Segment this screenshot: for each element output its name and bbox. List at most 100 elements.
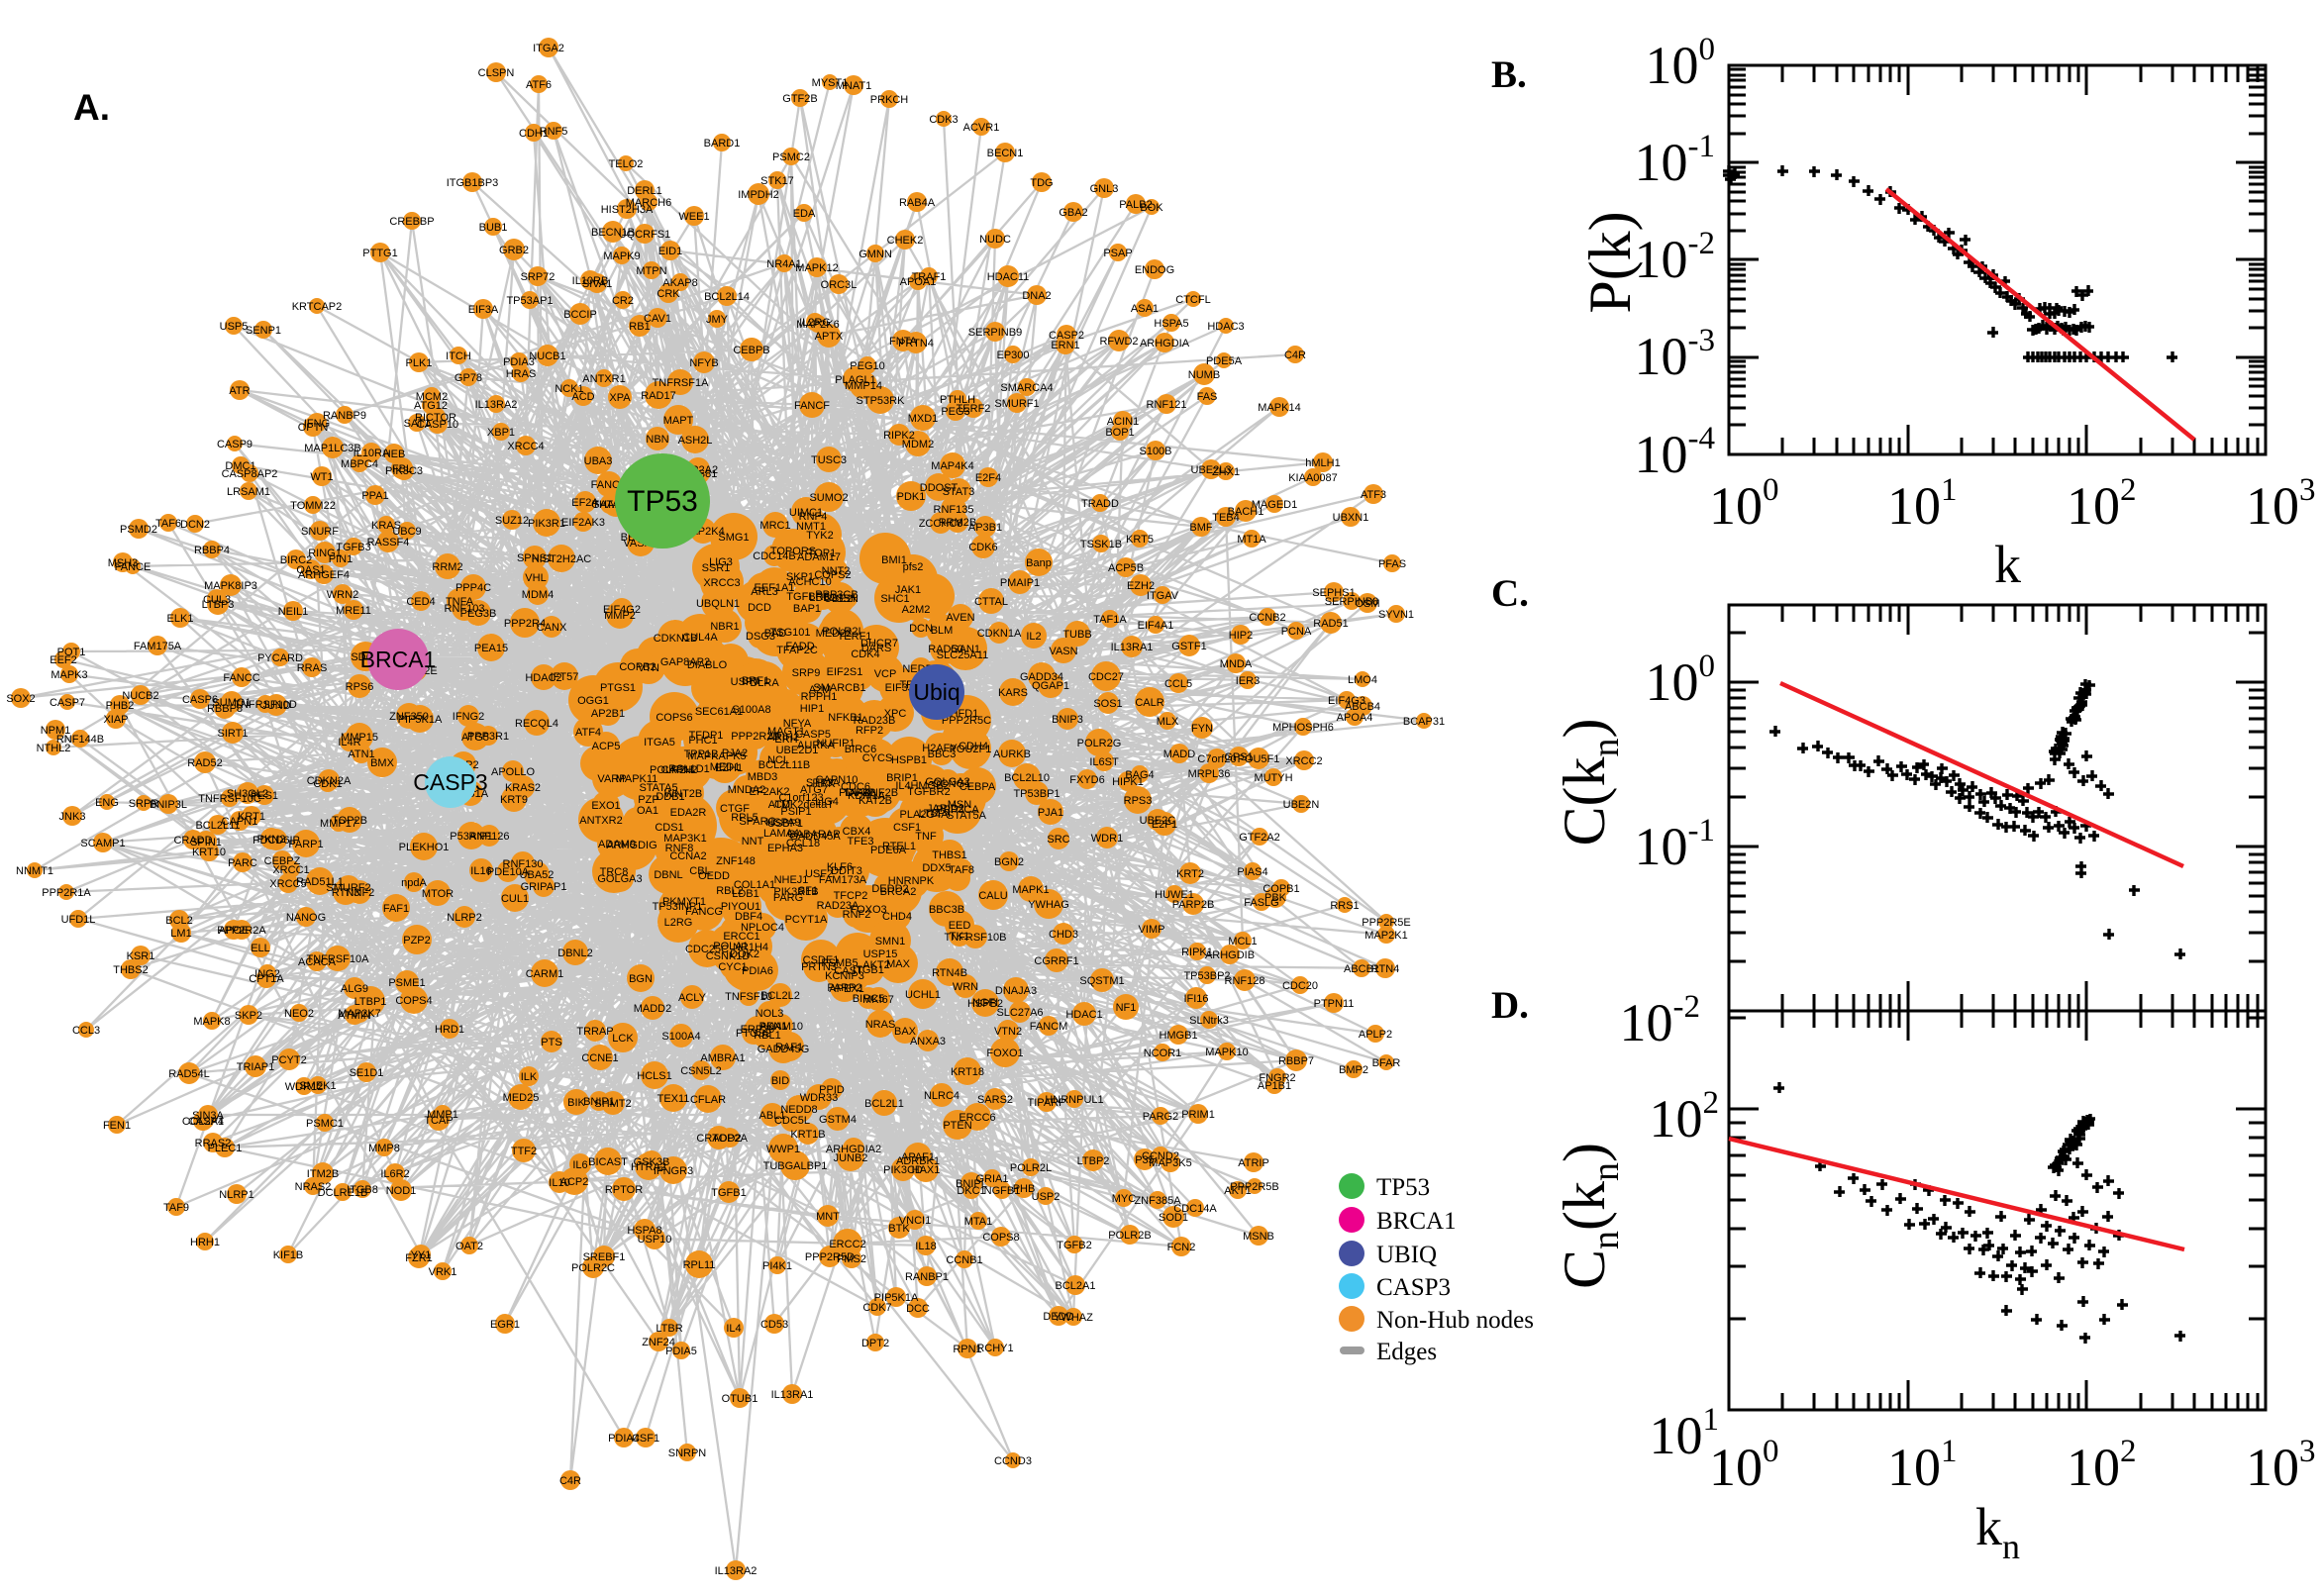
svg-text:PPP3CB: PPP3CB bbox=[815, 589, 858, 601]
svg-text:LTBP3: LTBP3 bbox=[202, 599, 235, 611]
svg-text:CASP9: CASP9 bbox=[217, 439, 252, 450]
svg-text:DDOST: DDOST bbox=[920, 482, 959, 494]
svg-text:OAS1: OAS1 bbox=[296, 564, 325, 576]
svg-text:FXYD6: FXYD6 bbox=[1069, 774, 1104, 786]
svg-text:C4R: C4R bbox=[1284, 349, 1306, 361]
svg-text:RICTOR: RICTOR bbox=[415, 412, 456, 424]
svg-text:PMS2: PMS2 bbox=[837, 1253, 866, 1265]
svg-text:NCL: NCL bbox=[767, 754, 789, 766]
svg-text:OTUB1: OTUB1 bbox=[722, 1393, 758, 1405]
svg-text:SERPINB9: SERPINB9 bbox=[968, 327, 1022, 339]
svg-text:CSN5L2: CSN5L2 bbox=[680, 1065, 722, 1077]
svg-text:LTBP4: LTBP4 bbox=[919, 808, 952, 820]
svg-text:PLA2G4A: PLA2G4A bbox=[900, 809, 950, 821]
svg-text:SRP9: SRP9 bbox=[792, 667, 821, 679]
svg-text:GMNN: GMNN bbox=[858, 249, 892, 260]
svg-text:SPNS1: SPNS1 bbox=[517, 552, 553, 564]
svg-text:FNGR2: FNGR2 bbox=[1259, 1072, 1295, 1084]
svg-text:MCM2: MCM2 bbox=[416, 391, 448, 403]
svg-text:IL4: IL4 bbox=[726, 1323, 741, 1335]
svg-text:CASP5: CASP5 bbox=[795, 729, 831, 741]
svg-text:A2M2: A2M2 bbox=[902, 604, 931, 616]
svg-text:HNRNPUL1: HNRNPUL1 bbox=[1045, 1094, 1103, 1106]
svg-text:TRRAP: TRRAP bbox=[576, 1026, 613, 1038]
svg-text:BNIP1: BNIP1 bbox=[583, 1096, 615, 1108]
svg-text:SMURF1: SMURF1 bbox=[994, 398, 1039, 410]
svg-text:PALB2: PALB2 bbox=[1119, 199, 1152, 211]
svg-text:CYC1: CYC1 bbox=[718, 961, 747, 973]
svg-text:PZP2: PZP2 bbox=[403, 935, 431, 947]
svg-text:CDKN2A: CDKN2A bbox=[307, 775, 352, 787]
svg-text:TNFRSF10D: TNFRSF10D bbox=[234, 699, 297, 711]
svg-text:CR2: CR2 bbox=[612, 295, 634, 307]
svg-text:SOX2: SOX2 bbox=[6, 693, 35, 705]
svg-text:SIRT1: SIRT1 bbox=[218, 728, 249, 740]
svg-text:NFYA: NFYA bbox=[783, 718, 812, 730]
svg-text:ILK: ILK bbox=[521, 1071, 538, 1083]
svg-text:FOXO3: FOXO3 bbox=[850, 904, 886, 916]
svg-text:BCCIP: BCCIP bbox=[563, 309, 597, 321]
svg-text:ADAM9: ADAM9 bbox=[598, 839, 636, 850]
svg-text:CDC27: CDC27 bbox=[1088, 671, 1124, 683]
svg-text:RPTOR: RPTOR bbox=[605, 1184, 643, 1196]
svg-text:COPS8: COPS8 bbox=[982, 1232, 1019, 1244]
svg-text:SMARCB1: SMARCB1 bbox=[813, 682, 865, 694]
svg-text:ARHGDIA2: ARHGDIA2 bbox=[826, 1144, 881, 1155]
svg-text:FANCF: FANCF bbox=[794, 400, 830, 412]
svg-text:ELK1: ELK1 bbox=[167, 613, 194, 625]
svg-text:PJA2: PJA2 bbox=[722, 748, 748, 759]
svg-text:hMLH1: hMLH1 bbox=[1305, 457, 1340, 469]
svg-text:PPID: PPID bbox=[819, 1084, 845, 1096]
svg-text:COL1A1: COL1A1 bbox=[734, 879, 775, 891]
svg-text:CANX: CANX bbox=[537, 622, 567, 634]
svg-text:UBQLN1: UBQLN1 bbox=[696, 598, 740, 610]
svg-text:BARD1: BARD1 bbox=[704, 138, 741, 150]
svg-text:PIK3CD: PIK3CD bbox=[883, 1164, 923, 1176]
svg-text:WT1: WT1 bbox=[310, 471, 333, 483]
svg-text:ASH2L: ASH2L bbox=[678, 435, 713, 447]
svg-text:Cn(kn): Cn(kn) bbox=[1552, 1143, 1627, 1289]
svg-text:PEA15: PEA15 bbox=[474, 643, 508, 654]
svg-text:CDK1: CDK1 bbox=[313, 778, 342, 790]
svg-text:NF1: NF1 bbox=[1116, 1002, 1137, 1014]
svg-text:PLK1: PLK1 bbox=[406, 357, 433, 369]
svg-text:SARS2: SARS2 bbox=[977, 1094, 1013, 1106]
svg-text:CARM1: CARM1 bbox=[526, 968, 564, 980]
svg-text:SKP2: SKP2 bbox=[235, 1010, 262, 1022]
svg-text:RPPH1: RPPH1 bbox=[801, 691, 838, 703]
svg-text:PRIM1: PRIM1 bbox=[1181, 1109, 1215, 1121]
svg-text:CREBBP: CREBBP bbox=[389, 216, 434, 228]
svg-text:RRM2B: RRM2B bbox=[939, 517, 977, 529]
svg-text:BGN: BGN bbox=[629, 973, 653, 985]
svg-text:PCYT1A: PCYT1A bbox=[785, 914, 828, 926]
svg-text:TRADD: TRADD bbox=[1081, 498, 1119, 510]
svg-text:IFNGR3: IFNGR3 bbox=[654, 1165, 693, 1177]
svg-text:IL6R2: IL6R2 bbox=[380, 1168, 409, 1180]
svg-text:BMP2: BMP2 bbox=[1339, 1064, 1368, 1076]
svg-text:102: 102 bbox=[2067, 472, 2137, 536]
svg-text:RBL1: RBL1 bbox=[754, 1030, 781, 1042]
svg-text:OGG1: OGG1 bbox=[577, 695, 609, 707]
svg-text:TFE3: TFE3 bbox=[848, 836, 874, 848]
svg-text:RPL11: RPL11 bbox=[683, 1259, 716, 1271]
svg-text:CEBPA: CEBPA bbox=[960, 781, 996, 793]
svg-text:HEB: HEB bbox=[383, 449, 406, 460]
svg-text:LTBR: LTBR bbox=[656, 1323, 682, 1335]
svg-text:SEPHS1: SEPHS1 bbox=[1312, 587, 1355, 599]
svg-text:ERCC6: ERCC6 bbox=[959, 1112, 995, 1124]
svg-text:APLP2: APLP2 bbox=[1359, 1029, 1392, 1041]
svg-text:AP1B1: AP1B1 bbox=[1258, 1080, 1291, 1092]
svg-text:MED25: MED25 bbox=[503, 1092, 540, 1104]
svg-text:C(kn): C(kn) bbox=[1552, 719, 1627, 847]
svg-text:VARP: VARP bbox=[597, 773, 626, 785]
svg-text:TOP2B: TOP2B bbox=[332, 815, 367, 827]
svg-text:GSTF1: GSTF1 bbox=[1171, 641, 1206, 652]
svg-text:PLAGL1: PLAGL1 bbox=[835, 374, 876, 386]
svg-text:CDKN1B: CDKN1B bbox=[654, 633, 698, 645]
svg-text:MNDA2: MNDA2 bbox=[728, 784, 766, 796]
svg-text:POLA1: POLA1 bbox=[713, 941, 748, 952]
svg-text:KIAA0087: KIAA0087 bbox=[1288, 472, 1338, 484]
svg-text:FAS: FAS bbox=[1197, 391, 1218, 403]
svg-text:TGFBR3: TGFBR3 bbox=[786, 591, 829, 603]
svg-text:TSSK1B: TSSK1B bbox=[1080, 539, 1122, 550]
